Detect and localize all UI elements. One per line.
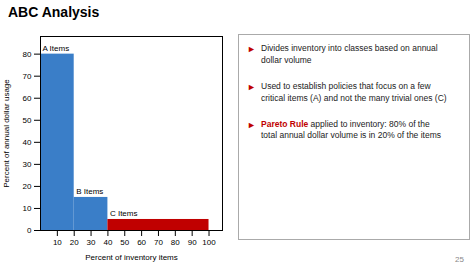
svg-text:10: 10 xyxy=(53,238,62,247)
svg-text:70: 70 xyxy=(154,238,163,247)
svg-text:90: 90 xyxy=(188,238,197,247)
svg-text:30: 30 xyxy=(23,160,32,169)
svg-text:50: 50 xyxy=(120,238,129,247)
svg-text:10: 10 xyxy=(23,204,32,213)
svg-text:50: 50 xyxy=(23,116,32,125)
svg-text:Percent of inventory items: Percent of inventory items xyxy=(85,253,177,262)
svg-text:30: 30 xyxy=(87,238,96,247)
svg-text:80: 80 xyxy=(23,50,32,59)
html-text:25: 25 xyxy=(455,255,464,264)
svg-text:40: 40 xyxy=(23,138,32,147)
svg-text:60: 60 xyxy=(137,238,146,247)
svg-text:Percent of annual dollar usage: Percent of annual dollar usage xyxy=(2,79,11,188)
svg-text:20: 20 xyxy=(23,182,32,191)
html-text:Divides inventory into classes: Divides inventory into classes based on … xyxy=(261,43,438,65)
svg-text:0: 0 xyxy=(27,226,32,235)
svg-text:40: 40 xyxy=(103,238,112,247)
svg-text:100: 100 xyxy=(202,238,216,247)
svg-text:20: 20 xyxy=(70,238,79,247)
svg-text:A Items: A Items xyxy=(43,44,70,53)
svg-text:C Items: C Items xyxy=(110,209,138,218)
svg-text:B Items: B Items xyxy=(76,187,103,196)
svg-text:70: 70 xyxy=(23,72,32,81)
svg-text:80: 80 xyxy=(171,238,180,247)
html-text:Pareto Rule applied to invento: Pareto Rule applied to inventory: 80% of… xyxy=(261,118,441,141)
html-text:ABC Analysis: ABC Analysis xyxy=(8,4,100,20)
svg-text:60: 60 xyxy=(23,94,32,103)
html-text:Used to establish policies tha: Used to establish policies that focus on… xyxy=(261,80,447,103)
